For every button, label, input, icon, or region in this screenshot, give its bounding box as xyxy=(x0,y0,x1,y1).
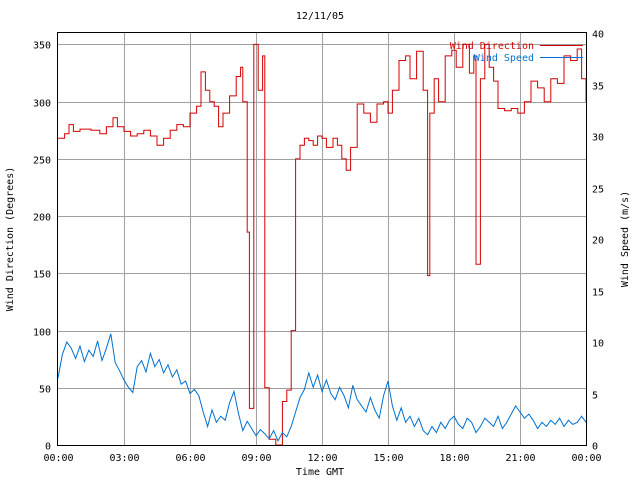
y-right-tick-label: 15 xyxy=(592,288,604,299)
y-right-tick-label: 5 xyxy=(592,391,598,402)
y-right-tick-label: 0 xyxy=(592,442,598,453)
plot-frame xyxy=(57,32,587,446)
y-left-tick-label: 350 xyxy=(33,41,51,52)
y-left-tick-labels: 0 50 100 150 200 250 300 350 xyxy=(33,41,51,453)
y-right-tick-label: 30 xyxy=(592,133,604,144)
x-tick-label: 00:00 xyxy=(43,453,73,464)
y-left-tick-label: 250 xyxy=(33,156,51,167)
x-tick-label: 12:00 xyxy=(307,453,337,464)
y-left-tick-label: 200 xyxy=(33,213,51,224)
chart-title: 12/11/05 xyxy=(296,11,344,22)
x-tick-labels: 00:00 03:00 06:00 09:00 12:00 15:00 18:00 21:00… xyxy=(43,453,601,464)
legend-label: Wind Speed xyxy=(474,53,534,64)
x-tick-label: 15:00 xyxy=(373,453,403,464)
y-left-tick-label: 0 xyxy=(45,442,51,453)
y-right-tick-labels: 0 5 10 15 20 25 30 35 40 xyxy=(592,30,604,453)
y-right-tick-label: 40 xyxy=(592,30,604,41)
series-layer xyxy=(57,43,587,446)
series-line-wind-speed xyxy=(57,333,587,443)
x-tick-label: 06:00 xyxy=(175,453,205,464)
y-right-tick-label: 10 xyxy=(592,339,604,350)
y-right-tick-label: 20 xyxy=(592,236,604,247)
x-tick-label: 03:00 xyxy=(109,453,139,464)
grid-lines xyxy=(58,33,586,445)
series-line-wind-direction xyxy=(58,43,587,446)
y-left-tick-label: 100 xyxy=(33,328,51,339)
legend-label: Wind Direction xyxy=(450,41,534,52)
y-right-tick-label: 35 xyxy=(592,82,604,93)
y-left-tick-label: 150 xyxy=(33,270,51,281)
x-tick-label: 09:00 xyxy=(241,453,271,464)
x-tick-label: 21:00 xyxy=(505,453,535,464)
x-axis-label: Time GMT xyxy=(296,467,344,478)
x-tick-label: 18:00 xyxy=(439,453,469,464)
y-axis-label-left: Wind Direction (Degrees) xyxy=(5,167,16,312)
y-axis-label-right: Wind Speed (m/s) xyxy=(620,191,631,287)
x-tick-label: 00:00 xyxy=(571,453,601,464)
y-left-tick-label: 300 xyxy=(33,99,51,110)
y-right-tick-label: 25 xyxy=(592,185,604,196)
y-left-tick-label: 50 xyxy=(39,385,51,396)
